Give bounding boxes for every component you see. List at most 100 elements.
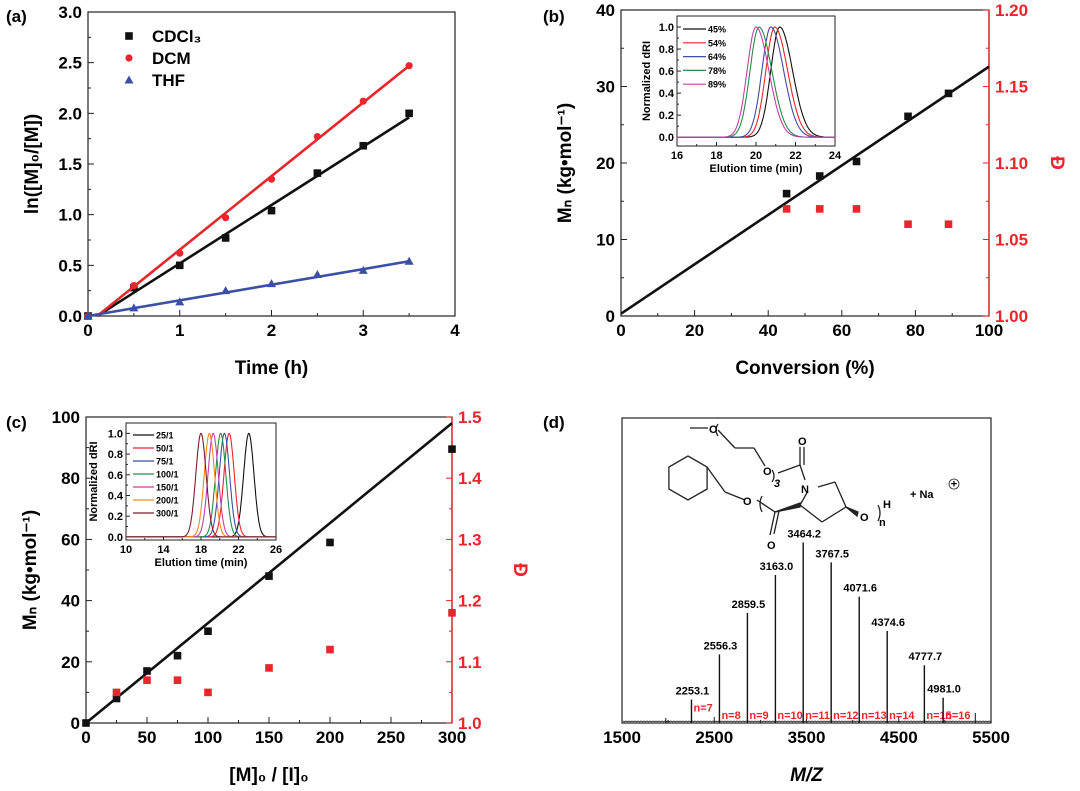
bond: [769, 511, 776, 536]
x-tick-label: 3: [359, 321, 368, 340]
x-tick-label: 100: [975, 321, 1003, 340]
y2-axis-title: Đ: [1046, 156, 1067, 170]
x-tick-label: 150: [255, 728, 283, 747]
fit-line-0: [96, 116, 410, 318]
peak-n-label: n=13: [861, 710, 886, 722]
data-point: [852, 157, 861, 166]
y-axis-title: Mₙ (kg•mol⁻¹): [20, 510, 41, 630]
bond: [834, 481, 847, 508]
y-tick-label: 40: [61, 592, 80, 611]
data-point: [405, 109, 413, 118]
y-tick-label: 100: [52, 408, 80, 427]
y-tick-label: 2.0: [58, 104, 82, 123]
inset-x-title: Elution time (min): [155, 557, 248, 569]
peak-mz-label: 3163.0: [760, 561, 794, 573]
benzene-ring: [668, 455, 708, 501]
panel-label: (c): [6, 413, 27, 432]
y-tick-label: 0: [606, 307, 615, 326]
x-tick-label: 1: [175, 321, 184, 340]
y-tick-label: 20: [61, 653, 80, 672]
x-tick-label: 24: [829, 150, 842, 162]
repeat-subscript: 3: [774, 478, 780, 490]
data-point: [173, 676, 182, 684]
bond: [799, 490, 809, 506]
plot-frame: [87, 11, 456, 317]
y-tick-label: 0.2: [659, 110, 674, 122]
x-tick-label: 22: [232, 544, 244, 556]
x-tick-label: 14: [157, 544, 170, 556]
legend-label: 150/1: [156, 483, 179, 493]
legend-label: 78%: [708, 66, 726, 76]
atom-label: O: [767, 540, 776, 552]
y-tick-label: 0.6: [108, 470, 123, 482]
inset-y-title: Normalized dRI: [88, 441, 100, 521]
peak-mz-label: 4374.6: [871, 617, 905, 629]
data-point: [782, 189, 791, 198]
y-tick-label: 0.5: [58, 256, 82, 275]
y-tick-label: 0.4: [108, 490, 124, 502]
data-point: [904, 112, 912, 121]
data-point: [267, 206, 276, 215]
elution-curve: [126, 432, 276, 538]
y-tick-label: 40: [596, 1, 615, 20]
y-tick-label: 0.0: [659, 132, 674, 144]
data-point: [326, 645, 334, 654]
data-point: [267, 279, 276, 288]
data-point: [130, 282, 138, 290]
atom-label: O: [763, 466, 772, 478]
legend-label: THF: [152, 71, 185, 90]
data-point: [83, 311, 93, 320]
x-tick-label: 2500: [695, 728, 733, 747]
repeat-subscript: n: [879, 517, 886, 529]
x-tick-label: 26: [270, 544, 282, 556]
inset-frame: [676, 15, 836, 147]
axes-frame: [621, 417, 992, 724]
y2-tick-label: 1.1: [458, 653, 482, 672]
axes-frame: [87, 11, 456, 317]
y2-tick-label: 1.15: [995, 78, 1028, 97]
peak-n-label: n=7: [693, 702, 712, 714]
y2-tick-label: 1.00: [995, 307, 1028, 326]
y2-tick-label: 1.0: [458, 714, 482, 733]
data-point: [358, 265, 368, 274]
data-point: [82, 719, 90, 727]
peak-mz-label: 3767.5: [815, 548, 849, 560]
y-tick-label: 80: [61, 469, 80, 488]
y-tick-label: 3.0: [58, 3, 82, 22]
y-tick-label: 20: [596, 154, 615, 173]
bond: [717, 429, 736, 449]
legend-label: 75/1: [156, 457, 174, 467]
y-tick-label: 0.0: [108, 532, 123, 544]
elution-curve: [677, 26, 835, 138]
y2-tick-label: 1.10: [995, 154, 1028, 173]
bond: [821, 506, 847, 523]
data-point: [944, 89, 953, 98]
y2-tick-label: 1.3: [458, 530, 482, 549]
peak-n-label: n=16: [945, 710, 970, 722]
peak-mz-label: 4777.7: [909, 651, 943, 663]
legend-marker: [124, 75, 134, 84]
x-tick-label: 18: [195, 544, 207, 556]
data-point: [815, 205, 824, 213]
y-tick-label: 0.6: [659, 66, 674, 78]
x-axis-title: M/Z: [790, 765, 824, 786]
data-point: [944, 220, 953, 228]
peak-mz-label: 4981.0: [927, 684, 961, 696]
x-tick-label: 2: [267, 321, 276, 340]
y2-tick-label: 1.4: [458, 469, 482, 488]
plot-frame: [620, 9, 990, 317]
fit-line-1: [96, 64, 410, 318]
y-tick-label: 0.0: [58, 307, 82, 326]
atom-label: O: [709, 424, 718, 436]
legend-label: 200/1: [156, 496, 179, 506]
charge-circle: [948, 478, 960, 490]
inset-bg: [126, 423, 276, 540]
y-tick-label: 30: [596, 78, 615, 97]
x-tick-label: 80: [906, 321, 925, 340]
y-tick-label: 0.8: [659, 44, 674, 56]
y2-tick-label: 1.20: [995, 1, 1028, 20]
peak-mz-label: 2253.1: [676, 686, 710, 698]
data-point: [852, 205, 861, 213]
data-point: [129, 303, 139, 312]
